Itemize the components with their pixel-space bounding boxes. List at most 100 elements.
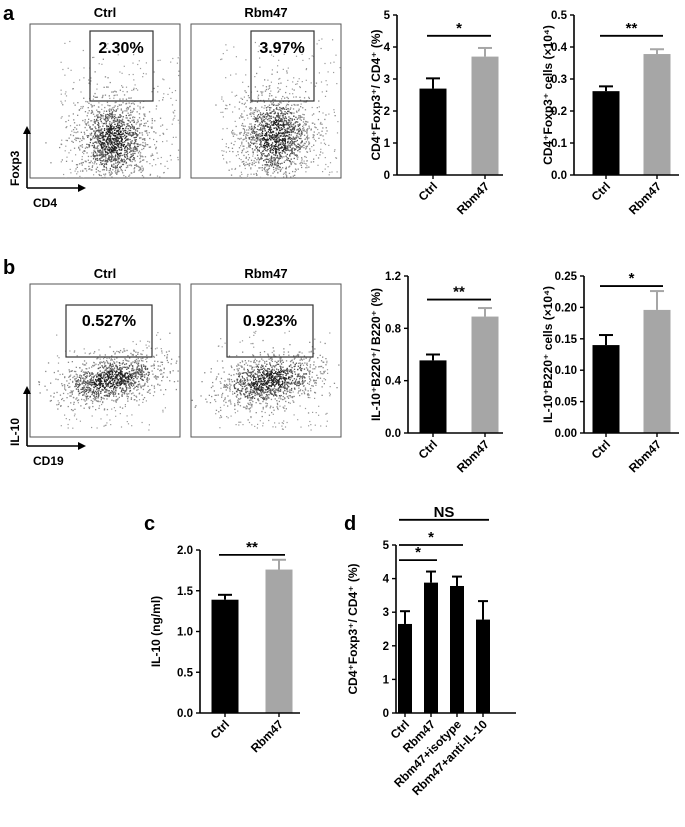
flow-a-y-label: Foxp3 [8, 150, 22, 186]
bar-a1-0 [419, 88, 447, 175]
flow-plot-b: Ctrl Rbm47 0.527% 0.923% CD19 IL-10 [8, 266, 342, 468]
y-tick-label-a1-1: 1 [384, 138, 391, 150]
y-tick-label-b2-3: 0.15 [555, 334, 578, 346]
y-tick-label-c-4: 2.0 [177, 545, 193, 557]
category-label-c-1: Rbm47 [248, 717, 286, 755]
flow-b-x-label: CD19 [33, 454, 64, 468]
error-bar-c-0 [218, 593, 232, 600]
y-tick-label-b2-2: 0.10 [555, 365, 577, 377]
y-axis-label-b2: IL-10⁺B220⁺ cells (×10⁴) [541, 286, 555, 423]
flow-a-ctrl-gate [89, 30, 154, 102]
category-label-b1-0: Ctrl [416, 437, 441, 462]
category-label-b2-1: Rbm47 [626, 437, 664, 475]
flow-b-ctrl-events [38, 332, 180, 431]
y-tick-label-d-3: 3 [383, 607, 389, 619]
bar-chart-d-blocking: 012345CtrlRbm47Rbm47+isotypeRbm47+anti-I… [346, 504, 516, 798]
error-bar-b2-0 [599, 334, 613, 346]
error-bar-b2-1 [650, 290, 664, 310]
y-tick-label-a1-5: 5 [384, 10, 391, 22]
flow-a-rbm-gate [250, 30, 315, 102]
error-bar-a2-0 [599, 85, 613, 92]
y-tick-label-a2-0: 0.0 [551, 170, 567, 182]
error-bar-b1-1 [478, 307, 492, 317]
bar-chart-b-percent: 0.0 0.4 0.8 1.2 Ctrl Rbm47 IL-10⁺B220⁺/ B220⁺ … [369, 271, 503, 475]
y-tick-label-c-1: 0.5 [177, 667, 194, 679]
flow-b-ctrl-frame [29, 283, 181, 438]
flow-b-rbm-title: Rbm47 [244, 266, 287, 281]
y-tick-label-b2-4: 0.20 [555, 302, 577, 314]
flow-a-rbm-frame [190, 23, 342, 179]
y-tick-label-b2-1: 0.05 [555, 397, 578, 409]
flow-b-rbm-events [191, 330, 340, 431]
bar-d-1 [424, 582, 438, 713]
y-axis-label-c: IL-10 (ng/ml) [149, 596, 163, 667]
flow-b-ctrl-percent: 0.527% [82, 313, 136, 330]
flow-a-rbm-events [215, 38, 341, 178]
y-axis-label-a1: CD4⁺Foxp3⁺/ CD4⁺ (%) [369, 29, 383, 160]
y-tick-label-d-4: 4 [383, 574, 390, 586]
y-tick-label-a2-5: 0.5 [551, 10, 568, 22]
flow-a-rbm-percent: 3.97% [259, 40, 304, 57]
bar-c-1 [265, 569, 293, 713]
error-bar-a1-0 [426, 77, 440, 89]
bar-a2-0 [592, 91, 620, 175]
y-tick-label-a2-3: 0.3 [551, 74, 567, 86]
y-tick-label-a2-1: 0.1 [551, 138, 568, 150]
y-tick-label-d-0: 0 [383, 708, 389, 720]
flow-a-ctrl-events [45, 40, 180, 178]
flow-b-ctrl-gate [65, 304, 153, 358]
category-label-a1-1: Rbm47 [454, 179, 492, 217]
significance-label-a2-0: ** [626, 20, 638, 37]
bar-b2-1 [643, 309, 671, 433]
y-axis-label-a2: CD4⁺Foxp3⁺ cells (×10⁴) [541, 25, 555, 165]
y-tick-label-a1-2: 2 [384, 106, 390, 118]
error-bar-a2-1 [650, 48, 664, 55]
y-tick-label-d-2: 2 [383, 641, 389, 653]
y-tick-label-a1-0: 0 [384, 170, 390, 182]
category-label-a1-0: Ctrl [416, 179, 441, 204]
category-label-a2-1: Rbm47 [626, 179, 664, 217]
flow-a-ctrl-percent: 2.30% [98, 40, 143, 57]
bar-chart-b-cells: 0.00 0.05 0.10 0.15 0.20 0.25 Ctrl Rbm47 IL-10⁺B… [541, 270, 679, 475]
flow-b-y-arrowhead [23, 386, 31, 394]
y-tick-label-a2-2: 0.2 [551, 106, 567, 118]
y-axis-label-d: CD4⁺Foxp3⁺/ CD4⁺ (%) [346, 563, 360, 694]
significance-label-a1-0: * [456, 20, 462, 37]
error-bar-c-1 [272, 558, 286, 570]
y-tick-label-b2-5: 0.25 [555, 271, 578, 283]
bar-chart-a-percent: 0 1 2 3 4 5 Ctrl Rbm47 CD4⁺Foxp3⁺/ CD4⁺ (%) * [369, 10, 503, 217]
flow-a-rbm-title: Rbm47 [244, 5, 287, 20]
bar-a1-1 [471, 56, 499, 175]
error-bar-d-0 [400, 610, 410, 624]
error-bar-d-2 [452, 575, 462, 586]
bar-b1-1 [471, 316, 499, 433]
category-label-a2-0: Ctrl [589, 179, 614, 204]
significance-label-d-1: * [428, 529, 434, 546]
panel-label-c: c [144, 513, 155, 535]
significance-label-c-0: ** [246, 539, 258, 556]
y-tick-label-b1-2: 0.8 [385, 323, 402, 335]
flow-a-x-arrowhead [78, 184, 86, 192]
y-tick-label-b1-0: 0.0 [385, 428, 401, 440]
bar-b2-0 [592, 345, 620, 433]
panel-label-d: d [344, 513, 356, 535]
y-tick-label-a1-4: 4 [384, 42, 391, 54]
y-tick-label-c-3: 1.5 [177, 586, 194, 598]
bar-d-3 [476, 619, 490, 713]
flow-a-y-arrowhead [23, 126, 31, 134]
panel-label-a: a [3, 3, 15, 25]
bar-chart-c-il10: 0.0 0.5 1.0 1.5 2.0 Ctrl Rbm47 IL-10 (ng/ml) ** [149, 539, 300, 755]
bar-d-2 [450, 585, 464, 713]
flow-a-x-label: CD4 [33, 196, 57, 210]
flow-b-rbm-frame [190, 283, 342, 438]
bar-a2-1 [643, 54, 671, 175]
flow-plot-a: Ctrl Rbm47 2.30% 3.97% CD4 Foxp3 [8, 5, 342, 210]
bar-c-0 [211, 599, 239, 713]
flow-b-ctrl-title: Ctrl [94, 266, 116, 281]
significance-label-b2-0: * [629, 270, 635, 287]
y-tick-label-b2-0: 0.00 [555, 428, 577, 440]
bar-b1-0 [419, 360, 447, 433]
error-bar-d-3 [478, 600, 488, 620]
category-label-b1-1: Rbm47 [454, 437, 492, 475]
